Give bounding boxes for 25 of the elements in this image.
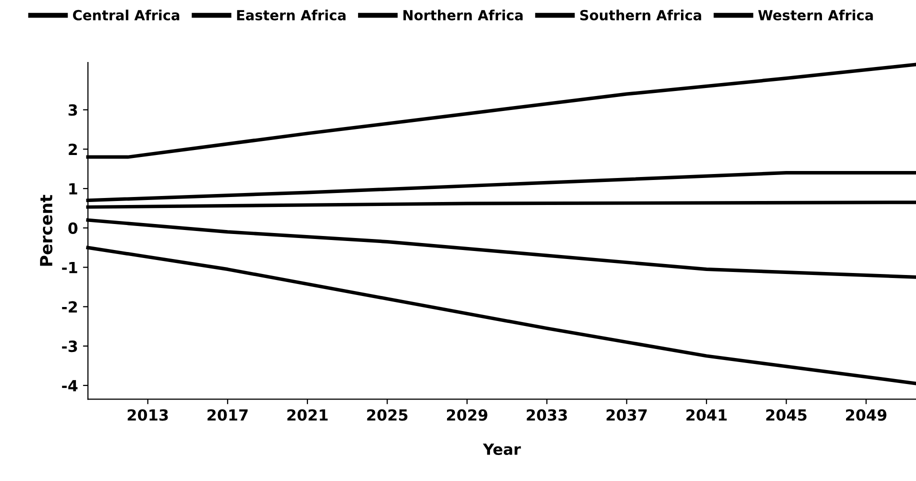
- y-tick-label: 3: [68, 104, 77, 116]
- y-tick-label: 0: [68, 222, 78, 234]
- y-tick-label: -1: [62, 262, 78, 274]
- x-tick-label: 2013: [128, 409, 168, 421]
- x-tick-label: 2045: [766, 409, 806, 421]
- x-tick-label: 2017: [208, 409, 248, 421]
- x-tick-label: 2033: [526, 409, 567, 421]
- legend-label: Southern Africa: [580, 10, 702, 20]
- x-tick-label: 2029: [447, 409, 488, 421]
- y-tick-label: -4: [62, 380, 78, 392]
- legend-label: Northern Africa: [403, 10, 523, 20]
- x-tick-label: 2041: [686, 409, 727, 421]
- y-tick-label: -2: [62, 301, 77, 312]
- legend-label: Eastern Africa: [237, 10, 346, 20]
- x-tick-label: 2021: [287, 409, 328, 421]
- y-tick-label: -3: [62, 340, 77, 352]
- legend-label: Central Africa: [73, 10, 180, 20]
- x-axis-title: Year: [482, 444, 521, 456]
- y-tick-label: 1: [69, 183, 78, 194]
- x-tick-label: 2037: [606, 409, 647, 421]
- y-axis-title: Percent: [40, 194, 52, 266]
- y-tick-label: 2: [68, 144, 77, 155]
- x-tick-label: 2025: [367, 409, 408, 421]
- legend-label: Western Africa: [758, 10, 873, 20]
- x-tick-label: 2049: [846, 409, 886, 421]
